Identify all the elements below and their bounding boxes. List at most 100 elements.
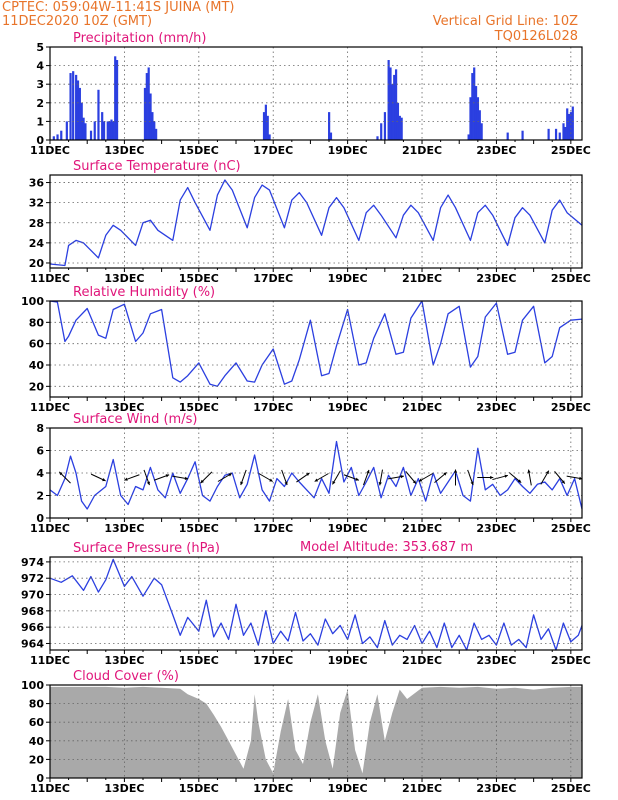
x-tick-label: 17DEC: [253, 782, 293, 795]
precip-bar: [72, 71, 75, 140]
precip-bar: [400, 117, 403, 140]
wind-arrow: [217, 473, 233, 482]
wind-arrow: [418, 473, 433, 482]
precip-bar: [76, 80, 80, 140]
x-tick-label: 21DEC: [402, 654, 442, 667]
panel-title: Surface Wind (m/s): [73, 412, 197, 427]
precip-bar: [101, 112, 104, 140]
precip-bar: [474, 86, 478, 140]
x-tick-label: 17DEC: [253, 272, 293, 285]
precip-bar: [264, 104, 267, 140]
y-tick-label: 5: [36, 41, 44, 54]
x-tick-label: 13DEC: [104, 654, 144, 667]
precip-bar: [393, 74, 396, 140]
precip-bar: [84, 123, 87, 140]
x-tick-label: 11DEC: [30, 654, 70, 667]
x-tick-label: 25DEC: [551, 522, 591, 535]
x-tick-label: 19DEC: [328, 401, 368, 414]
x-tick-label: 17DEC: [253, 144, 293, 157]
x-tick-label: 21DEC: [402, 144, 442, 157]
precip-bar: [391, 84, 394, 140]
precip-bar: [147, 67, 150, 140]
wind-arrow: [388, 474, 404, 480]
precip-bar: [558, 132, 561, 140]
model-altitude: Model Altitude: 353.687 m: [300, 540, 473, 555]
x-tick-label: 23DEC: [476, 522, 516, 535]
precip-bar: [473, 67, 476, 140]
x-tick-label: 25DEC: [551, 782, 591, 795]
x-tick-label: 23DEC: [476, 401, 516, 414]
x-tick-label: 13DEC: [104, 782, 144, 795]
x-tick-label: 25DEC: [551, 401, 591, 414]
panel-humidity: Relative Humidity (%) 20 40 60 80 100 11DEC 13D…: [21, 285, 591, 414]
precip-bar: [398, 115, 401, 140]
precip-bar: [480, 123, 483, 140]
header-station: CPTEC: 059:04W-11:41S JUINA (MT): [2, 0, 235, 15]
series-line: [49, 179, 583, 267]
panels: Precipitation (mm/h) 0 1 2 3 4 5 11DEC 13DEC 15DE…: [21, 31, 591, 795]
x-tick-label: 21DEC: [402, 401, 442, 414]
y-tick-label: 6: [36, 445, 44, 458]
precip-bar: [564, 126, 567, 140]
x-tick-label: 15DEC: [179, 272, 219, 285]
precip-bar: [115, 60, 119, 140]
wind-arrow: [554, 471, 566, 484]
precip-bar: [69, 73, 72, 140]
wind-arrow: [477, 475, 494, 480]
precip-bar: [389, 67, 392, 140]
header: CPTEC: 059:04W-11:41S JUINA (MT) 11DEC20…: [2, 0, 578, 44]
panel-precipitation: Precipitation (mm/h) 0 1 2 3 4 5 11DEC 13DEC 15DE…: [30, 31, 591, 157]
series-line: [49, 558, 583, 651]
wind-arrow: [343, 474, 360, 481]
y-tick-label: 100: [21, 295, 44, 308]
y-tick-label: 4: [36, 467, 44, 480]
wind-arrow: [90, 473, 106, 482]
y-tick-label: 60: [29, 716, 45, 729]
precip-bar: [266, 115, 269, 140]
precip-bar: [155, 128, 158, 140]
y-tick-label: 8: [36, 422, 44, 435]
precip-bar: [554, 128, 558, 140]
precip-bar: [566, 108, 569, 140]
y-tick-label: 20: [29, 380, 45, 393]
plot-frame: [49, 46, 583, 141]
panel-title: Surface Pressure (hPa): [73, 541, 220, 556]
x-tick-label: 11DEC: [30, 401, 70, 414]
precip-bar: [383, 112, 387, 140]
precip-bar: [153, 121, 156, 140]
plot-frame: [49, 556, 583, 651]
panel-title: Cloud Cover (%): [73, 669, 179, 684]
precip-bar: [151, 112, 154, 140]
wind-arrow: [124, 474, 140, 481]
panel-temperature: Surface Temperature (nC) 20 24 28 32 36 11DEC 1…: [29, 159, 591, 285]
header-model-code: TQ0126L028: [494, 29, 578, 44]
precip-bar: [387, 60, 390, 140]
x-tick-label: 23DEC: [476, 782, 516, 795]
y-tick-label: 0: [36, 772, 44, 785]
precip-bar: [149, 93, 152, 140]
precip-bar: [471, 73, 474, 140]
wind-arrow: [314, 473, 329, 482]
wind-arrow: [172, 475, 189, 481]
precip-bar: [56, 134, 59, 140]
precip-bar: [478, 110, 481, 140]
wind-arrow: [296, 472, 310, 483]
precip-bar: [328, 112, 331, 140]
y-tick-label: 966: [21, 621, 44, 634]
x-tick-label: 11DEC: [30, 522, 70, 535]
y-tick-label: 40: [29, 735, 45, 748]
y-tick-label: 80: [29, 698, 45, 711]
wind-arrow: [143, 469, 150, 486]
y-tick-label: 964: [21, 637, 44, 650]
x-tick-label: 19DEC: [328, 522, 368, 535]
x-tick-label: 13DEC: [104, 272, 144, 285]
y-tick-label: 40: [29, 359, 45, 372]
wind-arrow: [508, 471, 522, 484]
precip-bar: [112, 121, 115, 140]
wind-arrow: [258, 473, 273, 482]
y-tick-label: 60: [29, 338, 45, 351]
precip-bar: [102, 121, 106, 140]
precip-bar: [78, 87, 81, 140]
y-tick-label: 2: [36, 490, 44, 503]
